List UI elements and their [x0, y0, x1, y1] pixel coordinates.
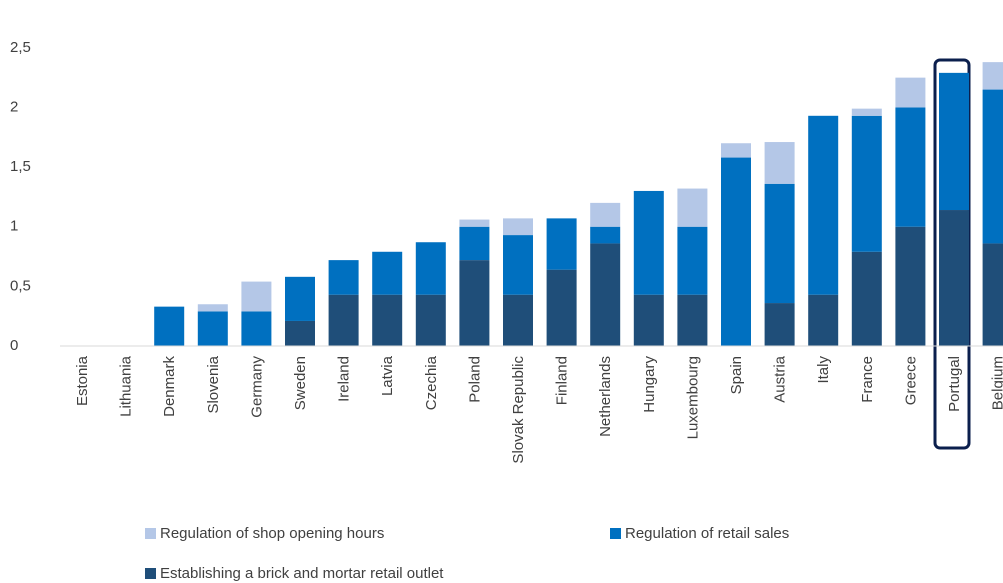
bar-segment [590, 226, 621, 244]
bar-segment [241, 311, 272, 346]
bar-segment [677, 294, 708, 346]
bar-segment [677, 226, 708, 295]
bar-segment [415, 294, 446, 346]
bar-segment [939, 72, 969, 211]
x-tick-label: Finland [554, 356, 571, 405]
bar-segment [154, 306, 185, 346]
x-tick-label: Luxembourg [684, 356, 701, 439]
y-tick-label: 0,5 [10, 277, 31, 294]
y-tick-label: 1 [10, 218, 18, 235]
bar-segment [590, 243, 621, 346]
bar-segment [764, 183, 795, 304]
bar-segment [546, 269, 577, 346]
y-tick-label: 0 [10, 337, 18, 354]
bar-segment [895, 107, 926, 227]
x-tick-label: Poland [466, 356, 483, 403]
bar-segment [590, 202, 621, 227]
x-tick-label: Hungary [641, 356, 658, 413]
x-tick-label: Slovenia [205, 355, 222, 413]
bar-segment [633, 294, 664, 346]
bar-segment [328, 260, 359, 295]
x-tick-label: Greece [902, 356, 919, 405]
bar-segment [372, 251, 403, 295]
legend-label: Regulation of retail sales [625, 525, 789, 542]
bar-segment [895, 226, 926, 346]
bar-segment [197, 304, 228, 312]
bar-segment [241, 281, 272, 312]
bar-segment [415, 242, 446, 295]
x-tick-label: Spain [728, 356, 745, 394]
legend-swatch [610, 528, 621, 539]
bar-segment [328, 294, 359, 346]
bar-segment [808, 115, 839, 295]
bar-segment [633, 190, 664, 295]
bar-segment [285, 320, 315, 346]
x-tick-label: Netherlands [597, 356, 614, 437]
x-tick-label: Ireland [336, 356, 353, 402]
bar-segment [503, 218, 533, 236]
x-tick-label: Belgium [990, 356, 1003, 410]
bar-segment [459, 260, 490, 346]
bar-segment [851, 251, 882, 346]
bar-segment [982, 62, 1003, 90]
bar-segment [459, 226, 490, 261]
x-tick-label: Denmark [161, 356, 178, 417]
bar-segment [372, 294, 403, 346]
legend-swatch [145, 568, 156, 579]
bar-segment [285, 276, 315, 321]
bar-segment [982, 243, 1003, 346]
bar-segment [851, 115, 882, 252]
bar-segment [503, 294, 533, 346]
x-tick-label: Sweden [292, 356, 309, 410]
bar-segment [808, 294, 839, 346]
bar-segment [939, 210, 969, 346]
x-tick-label: Estonia [74, 355, 91, 406]
x-tick-label: Slovak Republic [510, 356, 527, 464]
legend-label: Regulation of shop opening hours [160, 525, 384, 542]
y-tick-label: 2,5 [10, 39, 31, 56]
bar-segment [982, 89, 1003, 244]
x-tick-label: Portugal [946, 356, 963, 412]
bar-segment [546, 218, 577, 270]
y-tick-label: 1,5 [10, 158, 31, 175]
bar-segment [197, 311, 228, 346]
x-tick-label: Austria [772, 355, 789, 402]
legend-label: Establishing a brick and mortar retail o… [160, 565, 444, 582]
x-tick-label: Germany [248, 356, 265, 418]
bar-segment [851, 108, 882, 116]
bar-segment [459, 219, 490, 227]
bar-segment [503, 235, 533, 295]
bar-segment [677, 188, 708, 227]
x-tick-label: France [859, 356, 876, 403]
x-tick-label: Italy [815, 356, 832, 384]
bar-segment [721, 157, 751, 346]
y-tick-label: 2 [10, 98, 18, 115]
bar-segment [764, 303, 795, 346]
x-tick-label: Latvia [379, 355, 396, 396]
bar-segment [895, 77, 926, 108]
legend-swatch [145, 528, 156, 539]
x-tick-label: Lithuania [118, 355, 135, 417]
x-tick-label: Czechia [423, 355, 440, 410]
bar-segment [764, 142, 795, 184]
bar-segment [721, 143, 751, 158]
